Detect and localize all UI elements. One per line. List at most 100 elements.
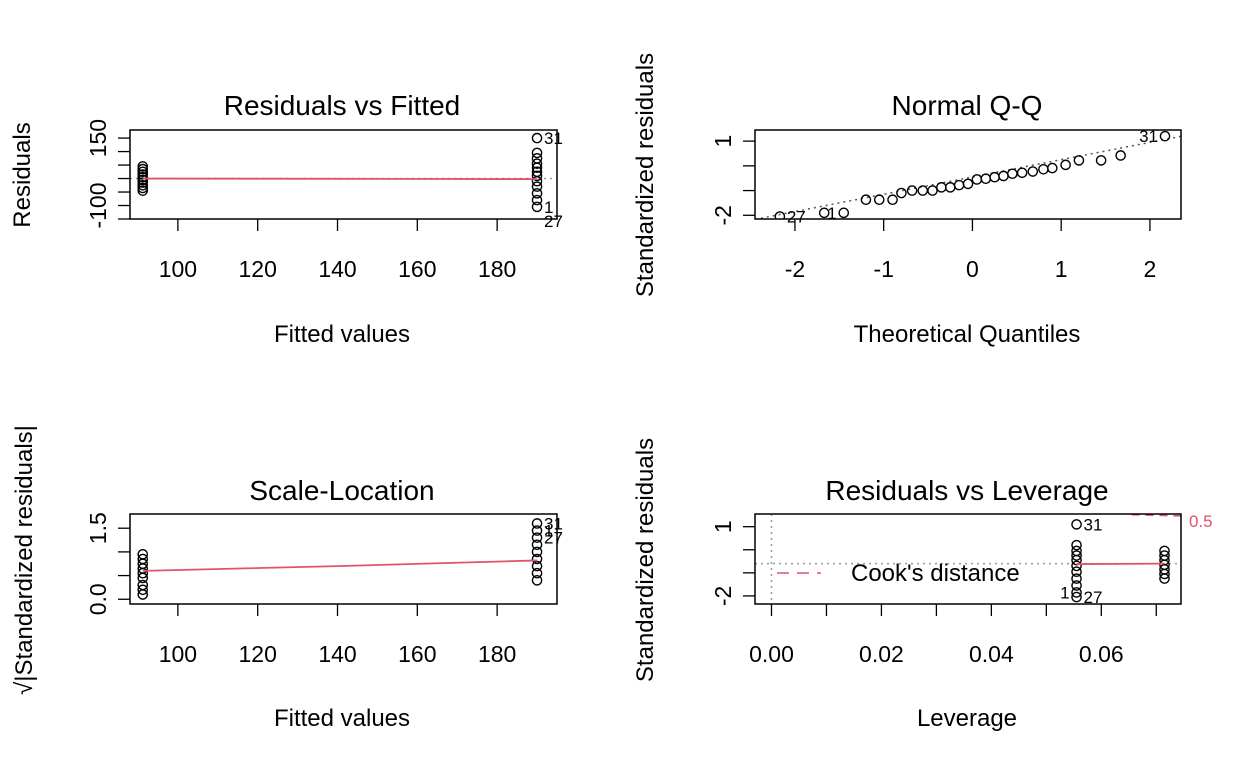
cooks-contour-label: 0.5: [1189, 512, 1213, 531]
y-tick-label: 150: [85, 119, 111, 157]
data-point: [1071, 550, 1082, 561]
x-axis-label: Fitted values: [274, 321, 410, 348]
y-tick-label: -2: [710, 586, 736, 606]
data-point: [531, 188, 543, 199]
point-label: 1: [1060, 583, 1069, 602]
x-tick-label: 0.00: [749, 641, 794, 667]
y-axis-label: √|Standardized residuals|: [11, 425, 38, 695]
data-point: [818, 207, 830, 219]
panel-normal-qq: Normal Q-Q Theoretical Quantiles Standar…: [632, 53, 1182, 348]
x-tick-label: 1: [1055, 256, 1068, 282]
data-point: [137, 177, 149, 188]
x-tick-label: 0.02: [859, 641, 904, 667]
data-point: [531, 539, 543, 551]
data-point: [137, 182, 149, 194]
y-tick-label: -100: [85, 182, 111, 228]
data-point: [531, 147, 543, 159]
data-point: [531, 567, 543, 579]
data-point: [860, 194, 872, 206]
data-point: [1071, 539, 1082, 551]
point-label: 27: [544, 212, 563, 231]
plot-frame: [129, 513, 558, 605]
y-axis-label-pipe-left: |: [11, 675, 38, 681]
point-label: 1: [827, 204, 836, 223]
data-point: [531, 553, 543, 565]
panel-scale-location: Scale-Location Fitted values √|Standardi…: [11, 425, 563, 732]
x-tick-label: 0.06: [1079, 641, 1124, 667]
data-point: [1071, 591, 1082, 603]
data-point: [531, 518, 543, 529]
data-point: [927, 185, 938, 196]
data-point: [137, 179, 149, 191]
point-label: 1: [544, 522, 553, 541]
data-point: [531, 132, 543, 144]
plot-region: [130, 132, 557, 213]
data-point: [1095, 155, 1107, 166]
data-point: [873, 194, 885, 206]
data-point: [1016, 167, 1028, 179]
panel-title: Residuals vs Fitted: [224, 90, 461, 121]
y-tick-label: 0.0: [85, 583, 111, 615]
data-point: [531, 170, 543, 182]
data-point: [1060, 159, 1071, 171]
x-tick-label: 180: [478, 641, 516, 667]
plot-region: [137, 518, 543, 600]
point-label: 31: [1139, 127, 1158, 146]
panel-residuals-vs-fitted: Residuals vs Fitted Fitted values Residu…: [9, 90, 563, 348]
data-point: [531, 532, 543, 543]
data-point: [1071, 519, 1082, 530]
qq-reference-line: [755, 135, 1181, 219]
y-axis-label-text: Standardized residuals: [11, 431, 38, 675]
plot-frame: [129, 129, 558, 220]
data-point: [137, 174, 149, 186]
data-point: [1159, 568, 1170, 580]
y-axis-label: Standardized residuals: [632, 53, 659, 297]
x-tick-label: 140: [318, 641, 356, 667]
y-axis-label: Standardized residuals: [632, 438, 659, 682]
point-label: 27: [787, 208, 806, 227]
data-point: [531, 525, 543, 536]
data-point: [137, 579, 149, 591]
smoother-line: [142, 177, 538, 180]
data-point: [531, 194, 543, 206]
x-tick-label: 160: [398, 256, 436, 282]
plot-region: [755, 514, 1181, 604]
point-label: 27: [544, 529, 563, 548]
x-tick-label: 120: [239, 641, 277, 667]
data-point: [531, 175, 543, 187]
x-tick-label: -2: [785, 256, 805, 282]
x-tick-label: -1: [873, 256, 893, 282]
plot-frame: [754, 129, 1182, 220]
data-point: [962, 178, 974, 190]
plot-region: [755, 130, 1181, 219]
panel-title: Scale-Location: [249, 475, 434, 506]
y-tick-label: 1: [710, 135, 736, 148]
data-point: [531, 201, 543, 213]
smoother-line: [142, 559, 538, 572]
data-point: [531, 181, 543, 192]
x-tick-label: 0.04: [969, 641, 1014, 667]
y-tick-label: -2: [710, 205, 736, 225]
data-point: [1071, 554, 1082, 566]
data-point: [137, 185, 149, 196]
point-label: 27: [1084, 588, 1103, 607]
y-tick-label: 1.5: [85, 512, 111, 544]
x-tick-label: 100: [159, 256, 197, 282]
data-point: [1071, 560, 1082, 572]
legend-label: Cook's distance: [851, 560, 1020, 587]
data-point: [137, 171, 149, 183]
point-label: 1: [544, 198, 553, 217]
x-tick-label: 140: [318, 256, 356, 282]
data-point: [887, 194, 898, 206]
x-tick-label: 180: [478, 256, 516, 282]
point-label: 31: [1084, 515, 1103, 534]
data-point: [1159, 130, 1171, 142]
data-point: [531, 575, 543, 586]
data-point: [1071, 580, 1082, 591]
y-axis-label: Residuals: [9, 122, 36, 227]
data-point: [531, 162, 543, 174]
x-tick-label: 0: [966, 256, 979, 282]
data-point: [1159, 573, 1170, 584]
data-point: [896, 187, 907, 199]
